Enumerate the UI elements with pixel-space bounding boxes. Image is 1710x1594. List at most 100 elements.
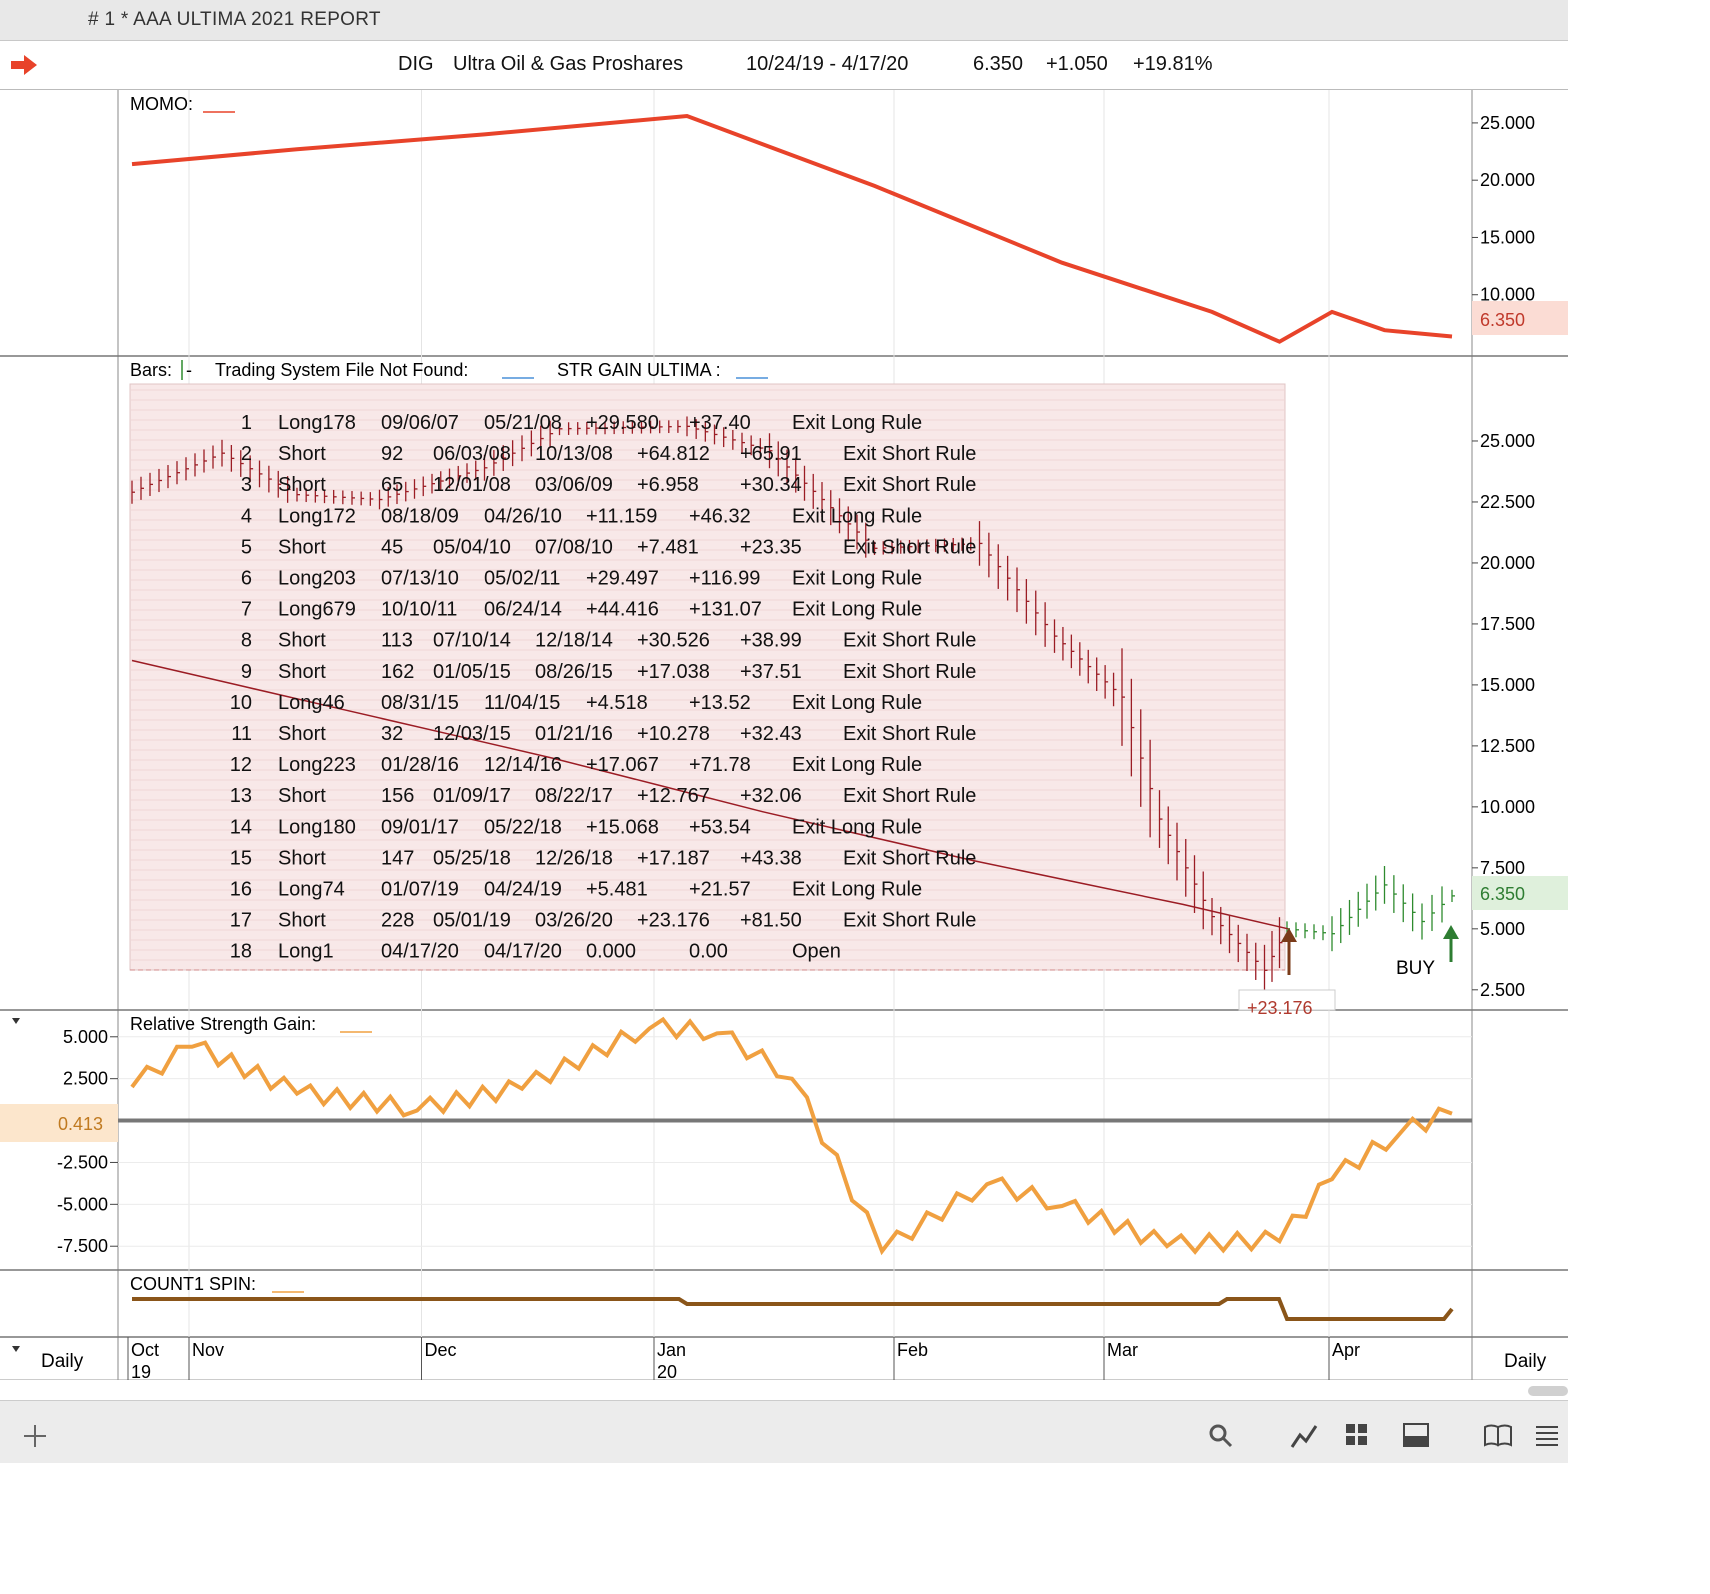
add-icon[interactable] bbox=[22, 1423, 48, 1454]
trade-entry-date: 08/31/15 bbox=[381, 692, 459, 714]
trade-bars: 162 bbox=[381, 661, 414, 683]
trade-rule: Exit Short Rule bbox=[843, 443, 976, 465]
collapse-icon[interactable] bbox=[12, 1018, 20, 1024]
trade-pct: +71.78 bbox=[689, 754, 751, 776]
grid-icon[interactable] bbox=[1345, 1423, 1369, 1452]
trade-rule: Exit Short Rule bbox=[843, 785, 976, 807]
trade-rule: Exit Short Rule bbox=[843, 536, 976, 558]
year-label: 19 bbox=[131, 1362, 151, 1380]
axis-tick-label: -7.500 bbox=[57, 1236, 108, 1256]
trade-rule: Exit Short Rule bbox=[843, 723, 976, 745]
symbol-header: DIG Ultra Oil & Gas Proshares 10/24/19 -… bbox=[0, 41, 1568, 90]
trade-gain: +5.481 bbox=[586, 879, 648, 901]
trade-gain: +10.278 bbox=[637, 723, 710, 745]
trade-type: Short bbox=[278, 723, 326, 745]
gain-tag: +23.176 bbox=[1247, 998, 1313, 1018]
right-arrow-icon[interactable] bbox=[10, 54, 38, 81]
trade-exit-date: 03/26/20 bbox=[535, 910, 613, 932]
trade-entry-date: 08/18/09 bbox=[381, 505, 459, 527]
trade-gain: +17.187 bbox=[637, 847, 710, 869]
trade-number: 16 bbox=[230, 879, 252, 901]
trade-entry-date: 01/07/19 bbox=[381, 879, 459, 901]
last-price: 6.350 bbox=[973, 53, 1024, 75]
search-icon[interactable] bbox=[1208, 1423, 1234, 1454]
trade-gain: +29.580 bbox=[586, 412, 659, 434]
book-icon[interactable] bbox=[1483, 1423, 1513, 1452]
trade-entry-date: 12/03/15 bbox=[433, 723, 511, 745]
axis-tick-label: -5.000 bbox=[57, 1194, 108, 1214]
trade-exit-date: 03/06/09 bbox=[535, 474, 613, 496]
axis-tick-label: 10.000 bbox=[1480, 285, 1535, 305]
chart-line-icon[interactable] bbox=[1290, 1423, 1318, 1454]
trade-number: 13 bbox=[230, 785, 252, 807]
trade-entry-date: 06/03/08 bbox=[433, 443, 511, 465]
axis-tick-label: 15.000 bbox=[1480, 675, 1535, 695]
trade-exit-date: 08/26/15 bbox=[535, 661, 613, 683]
trade-entry-date: 09/01/17 bbox=[381, 816, 459, 838]
horizontal-scrollbar[interactable] bbox=[1528, 1386, 1568, 1396]
axis-tick-label: -2.500 bbox=[57, 1152, 108, 1172]
window-title: # 1 * AAA ULTIMA 2021 REPORT bbox=[88, 9, 381, 30]
trade-entry-date: 01/09/17 bbox=[433, 785, 511, 807]
trade-number: 7 bbox=[241, 599, 252, 621]
trade-entry-date: 07/10/14 bbox=[433, 630, 511, 652]
period-right[interactable]: Daily bbox=[1504, 1351, 1547, 1372]
period-left[interactable]: Daily bbox=[41, 1351, 84, 1372]
month-label: Mar bbox=[1107, 1340, 1138, 1360]
trade-exit-date: 05/21/08 bbox=[484, 412, 562, 434]
axis-tick-label: 2.500 bbox=[1480, 980, 1525, 1000]
trade-report-rules bbox=[131, 389, 1284, 961]
trade-pct: +13.52 bbox=[689, 692, 751, 714]
trade-number: 14 bbox=[230, 816, 252, 838]
trade-pct: +32.06 bbox=[740, 785, 802, 807]
trade-type: Long178 bbox=[278, 412, 356, 434]
trade-rule: Exit Long Rule bbox=[792, 879, 922, 901]
trade-bars: 147 bbox=[381, 847, 414, 869]
chart-area[interactable]: MOMO: 25.000 20.000 15.000 10.000 6.350 Bar… bbox=[0, 90, 1568, 1382]
trade-bars: 32 bbox=[381, 723, 403, 745]
svg-text:-: - bbox=[186, 360, 192, 380]
trade-number: 1 bbox=[241, 412, 252, 434]
rsg-last-tag bbox=[0, 1104, 118, 1142]
trade-exit-date: 11/04/15 bbox=[484, 692, 560, 714]
entry-arrow-icon bbox=[1281, 928, 1297, 975]
buy-arrow-icon bbox=[1443, 925, 1459, 962]
trade-exit-date: 08/22/17 bbox=[535, 785, 613, 807]
trade-pct: +116.99 bbox=[689, 568, 760, 590]
trade-gain: +17.038 bbox=[637, 661, 710, 683]
axis-tick-label: 20.000 bbox=[1480, 170, 1535, 190]
trade-exit-date: 04/26/10 bbox=[484, 505, 562, 527]
pct-change: +19.81% bbox=[1133, 53, 1213, 75]
panel-icon[interactable] bbox=[1403, 1423, 1429, 1452]
moving-average-line bbox=[131, 659, 1289, 930]
month-label: Nov bbox=[192, 1340, 224, 1360]
trade-rule: Exit Short Rule bbox=[843, 474, 976, 496]
symbol-name: Ultra Oil & Gas Proshares bbox=[453, 53, 684, 75]
trade-number: 11 bbox=[231, 723, 252, 745]
month-label: Feb bbox=[897, 1340, 928, 1360]
trade-report-box bbox=[129, 383, 1286, 971]
period-menu-icon[interactable] bbox=[12, 1346, 20, 1352]
trade-exit-date: 12/18/14 bbox=[535, 630, 613, 652]
trade-gain: +23.176 bbox=[637, 910, 710, 932]
trade-pct: +65.91 bbox=[740, 443, 802, 465]
trade-number: 15 bbox=[230, 847, 252, 869]
trade-entry-date: 05/25/18 bbox=[433, 847, 511, 869]
trade-exit-date: 04/24/19 bbox=[484, 879, 562, 901]
trade-pct: +131.07 bbox=[689, 599, 762, 621]
trade-gain: +6.958 bbox=[637, 474, 699, 496]
list-icon[interactable] bbox=[1534, 1423, 1560, 1452]
trade-type: Short bbox=[278, 443, 326, 465]
trade-bars: 156 bbox=[381, 785, 414, 807]
trade-exit-date: 06/24/14 bbox=[484, 599, 562, 621]
trade-pct: +81.50 bbox=[740, 910, 802, 932]
trade-rule: Exit Long Rule bbox=[792, 568, 922, 590]
trade-type: Short bbox=[278, 910, 326, 932]
trade-entry-date: 01/28/16 bbox=[381, 754, 459, 776]
axis-tick-label: 7.500 bbox=[1480, 858, 1525, 878]
trade-rule: Open bbox=[792, 941, 841, 963]
trade-number: 10 bbox=[230, 692, 252, 714]
buy-label: BUY bbox=[1396, 958, 1435, 979]
trade-number: 12 bbox=[230, 754, 252, 776]
